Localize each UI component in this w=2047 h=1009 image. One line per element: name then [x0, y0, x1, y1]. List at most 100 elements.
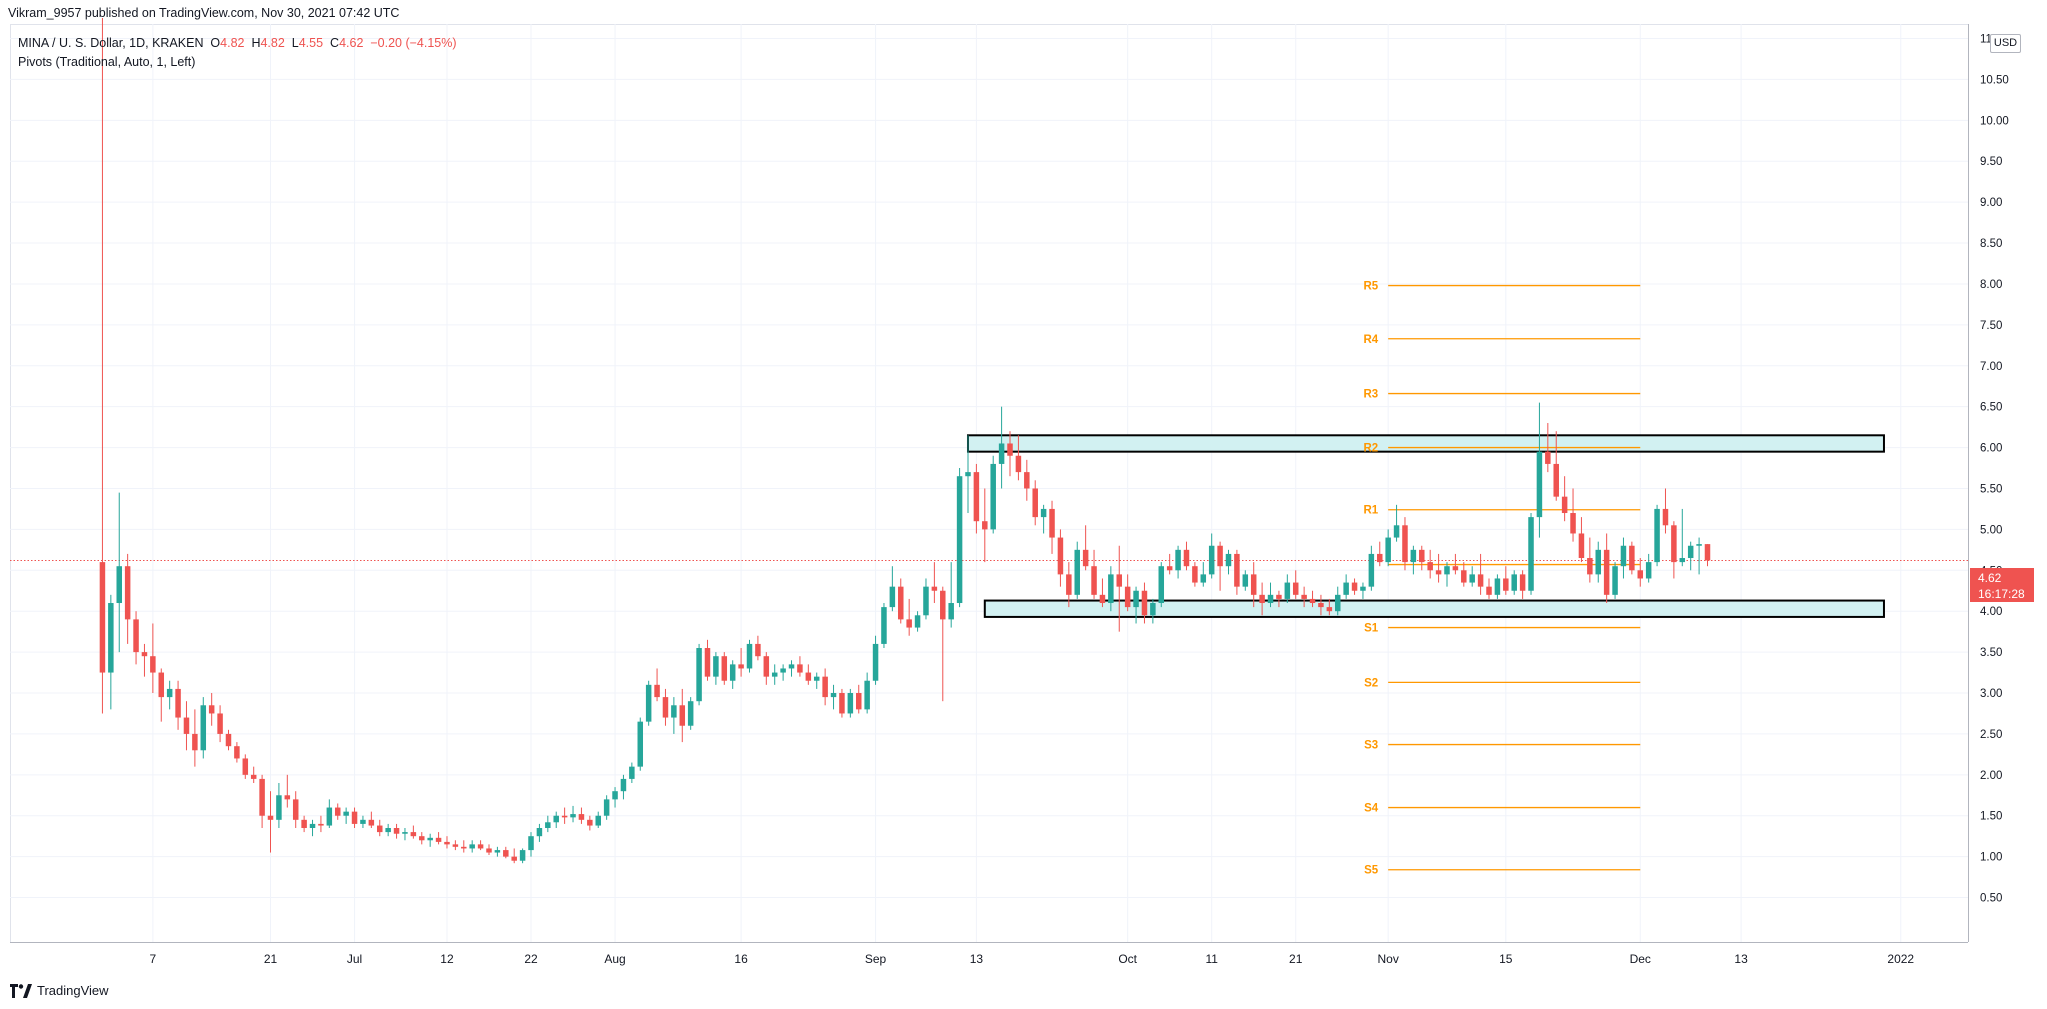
candle-body	[116, 566, 122, 604]
candle-body	[1074, 549, 1080, 595]
candle-body	[637, 721, 644, 767]
y-tick-label: 1.00	[1980, 852, 2002, 864]
change-value: −0.20 (−4.15%)	[370, 36, 457, 50]
currency-badge[interactable]: USD	[1990, 34, 2021, 53]
footer-brand[interactable]: TradingView	[10, 983, 109, 998]
candle-body	[855, 693, 862, 710]
candle-body	[1553, 463, 1559, 497]
candle-body	[536, 828, 543, 837]
candle-body	[1654, 508, 1660, 563]
high-value: 4.82	[260, 36, 285, 50]
candle-body	[923, 586, 929, 616]
candle-body	[578, 814, 585, 820]
x-tick-label: Oct	[1118, 952, 1137, 966]
candle-body	[1477, 574, 1484, 587]
candle-body	[1704, 544, 1711, 561]
candle-body	[645, 684, 652, 722]
y-tick-label: 3.50	[1980, 647, 2002, 659]
candle-body	[200, 705, 207, 751]
candle-body	[1183, 549, 1190, 567]
x-tick-label: 7	[150, 952, 157, 966]
y-tick-label: 9.50	[1980, 156, 2002, 168]
candle-body	[435, 837, 442, 842]
y-tick-label: 5.00	[1980, 524, 2002, 536]
candle-body	[1057, 537, 1064, 575]
candle-body	[1259, 594, 1265, 604]
pivot-label: R3	[1363, 389, 1378, 401]
candle-body	[570, 814, 576, 818]
y-tick-label: 2.50	[1980, 729, 2002, 741]
y-tick-label: 10.50	[1980, 74, 2009, 86]
candle-body	[402, 832, 408, 834]
candle-body	[1503, 578, 1509, 591]
pivot-label: R1	[1363, 505, 1378, 517]
candle-body	[217, 713, 223, 734]
pivot-label: R5	[1363, 281, 1378, 293]
last-price-label: 4.62 16:17:28	[1970, 568, 2034, 602]
support-resistance-zone	[966, 434, 1885, 453]
candle-body	[1595, 549, 1601, 575]
candle-body	[813, 676, 820, 681]
candle-body	[755, 643, 761, 657]
candle-body	[175, 688, 181, 718]
symbol-line: MINA / U. S. Dollar, 1D, KRAKEN O4.82 H4…	[18, 34, 457, 53]
candle-body	[1301, 594, 1307, 599]
chart-pane[interactable]	[10, 24, 1969, 943]
x-tick-label: 12	[440, 952, 454, 966]
candle-body	[1561, 496, 1568, 514]
candle-body	[1469, 574, 1475, 583]
candle-body	[771, 672, 778, 677]
candle-body	[704, 648, 711, 677]
candle-body	[612, 791, 618, 800]
symbol-name[interactable]: MINA / U. S. Dollar, 1D, KRAKEN	[18, 36, 204, 50]
candle-body	[284, 795, 291, 800]
candle-body	[461, 846, 467, 849]
candle-body	[1351, 582, 1358, 591]
pivot-label: R4	[1363, 334, 1378, 346]
candle-body	[334, 807, 341, 816]
candle-body	[1276, 594, 1282, 599]
candle-body	[1192, 566, 1198, 583]
candle-body	[1385, 537, 1391, 563]
x-tick-label: 13	[970, 952, 984, 966]
price-axis[interactable]	[1968, 24, 2047, 942]
y-tick-label: 2.00	[1980, 770, 2002, 782]
y-tick-label: 5.50	[1980, 483, 2002, 495]
candle-body	[1217, 545, 1223, 567]
pivot-label: S1	[1364, 623, 1379, 635]
candle-body	[444, 841, 450, 845]
candle-body	[805, 672, 812, 681]
candle-body	[1158, 566, 1165, 604]
candle-body	[259, 778, 265, 816]
candle-body	[1587, 558, 1593, 575]
y-tick-label: 9.00	[1980, 197, 2002, 209]
candle-body	[1007, 443, 1013, 456]
candle-body	[1150, 603, 1156, 616]
candle-body	[998, 443, 1005, 464]
candle-body	[1461, 570, 1467, 583]
candle-body	[1250, 574, 1257, 595]
time-axis[interactable]	[10, 942, 1968, 973]
candle-body	[1108, 574, 1114, 604]
candle-body	[1444, 566, 1450, 575]
y-tick-label: 6.00	[1980, 443, 2002, 455]
candle-body	[1175, 549, 1181, 571]
candle-body	[1360, 586, 1366, 591]
candle-body	[1099, 594, 1106, 604]
bar-countdown: 16:17:28	[1978, 587, 2025, 601]
x-tick-label: 2022	[1887, 952, 1914, 966]
close-label: C	[330, 36, 340, 50]
pivots-indicator-label[interactable]: Pivots (Traditional, Auto, 1, Left)	[18, 55, 196, 69]
candle-body	[1620, 545, 1627, 567]
x-tick-label: Nov	[1377, 952, 1398, 966]
candle-body	[721, 656, 728, 681]
candle-body	[326, 807, 333, 826]
candle-body	[276, 795, 282, 820]
candle-body	[1612, 566, 1618, 595]
last-price-value: 4.62	[1978, 571, 2002, 585]
candle-body	[1343, 582, 1349, 595]
candle-body	[1687, 545, 1694, 559]
x-tick-label: 21	[264, 952, 278, 966]
candle-body	[1629, 545, 1635, 571]
